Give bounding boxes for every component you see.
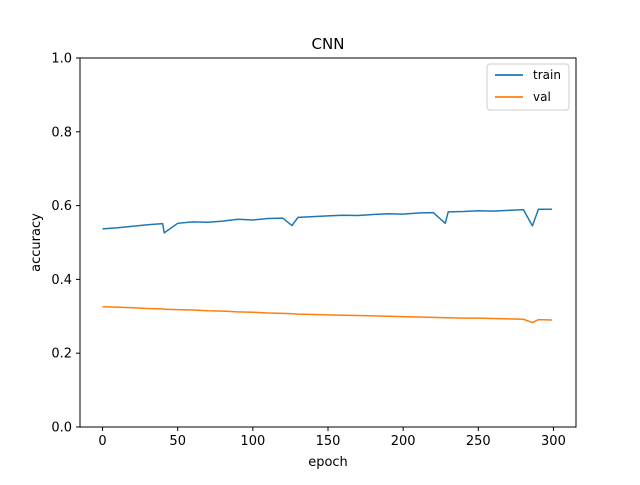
legend-label-train: train — [533, 68, 561, 82]
x-tick-label: 150 — [316, 434, 341, 449]
x-tick-label: 100 — [240, 434, 265, 449]
x-axis-label: epoch — [308, 455, 348, 470]
series-line-val — [102, 305, 552, 324]
x-axis-ticks: 0 50 100 150 200 250 300 — [98, 427, 566, 449]
plot-frame — [79, 57, 577, 428]
y-tick-label: 0.6 — [51, 199, 72, 214]
series-line-train — [102, 208, 552, 234]
x-tick-label: 250 — [466, 434, 491, 449]
y-tick-label: 1.0 — [51, 52, 72, 67]
x-tick-label: 300 — [541, 434, 566, 449]
x-tick-label: 200 — [391, 434, 416, 449]
legend-label-val: val — [533, 90, 551, 104]
y-tick-label: 0.0 — [51, 421, 72, 436]
x-tick-label: 50 — [169, 434, 186, 449]
y-tick-label: 0.4 — [51, 273, 72, 288]
chart-title: CNN — [312, 35, 345, 53]
y-tick-label: 0.2 — [51, 347, 72, 362]
y-axis-label: accuracy — [29, 213, 44, 272]
y-tick-label: 0.8 — [51, 125, 72, 140]
series-layer — [102, 208, 552, 324]
x-tick-label: 0 — [98, 434, 106, 449]
y-axis-ticks: 0.0 0.2 0.4 0.6 0.8 1.0 — [51, 52, 80, 436]
legend: train val — [486, 63, 570, 111]
